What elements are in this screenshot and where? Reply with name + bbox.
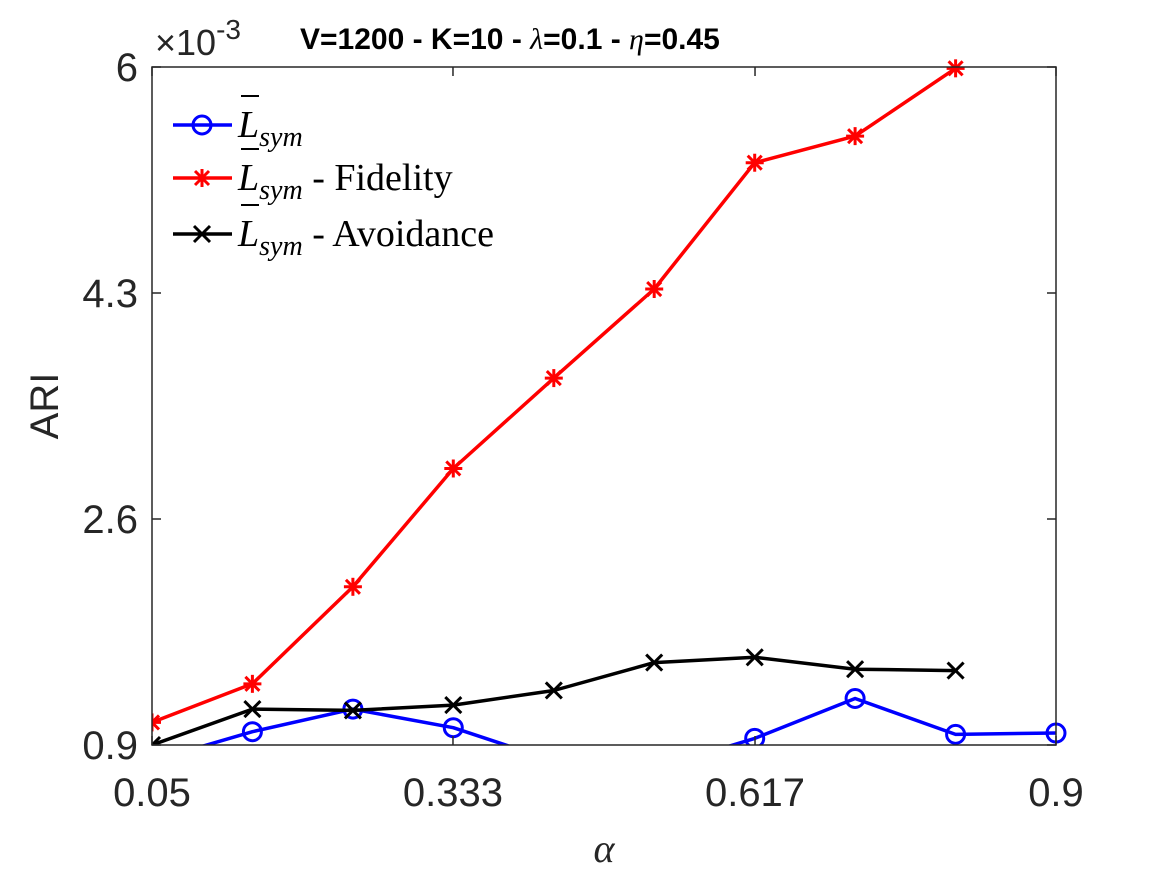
- series-0-point-7: [844, 687, 866, 709]
- y-exponent-times: ×10: [155, 22, 216, 63]
- series-1-point-5: [645, 280, 664, 299]
- series-1-point-7: [846, 127, 865, 146]
- series-2-point-2: [343, 701, 362, 720]
- series-1-point-1: [243, 674, 262, 693]
- series-1-point-4: [544, 369, 563, 388]
- legend-label-sub-2: sym: [259, 231, 303, 262]
- legend-label-sub-0: sym: [259, 122, 303, 153]
- series-0-point-8: [945, 723, 967, 745]
- series-0-line-0: [200, 696, 1057, 745]
- y-tick-label-3: 6: [116, 46, 138, 90]
- title-lambda-symbol: λ: [529, 23, 543, 56]
- legend-swatch-marker-2: [192, 224, 212, 244]
- legend-item-1: Lsym - Fidelity: [173, 148, 453, 206]
- y-tick-label-1: 2.6: [82, 498, 138, 542]
- series-1: [152, 59, 965, 732]
- series-1-point-6: [745, 153, 764, 172]
- series-2-point-7: [846, 660, 865, 679]
- y-exponent-power: -3: [216, 14, 241, 45]
- title-eta-symbol: η: [629, 23, 644, 56]
- series-2-point-1: [243, 700, 262, 719]
- legend-item-2: Lsym - Avoidance: [173, 204, 494, 262]
- x-tick-label-2: 0.617: [705, 771, 805, 815]
- title-prefix: V=1200 - K=10 -: [300, 23, 530, 56]
- legend-swatch-marker-0: [191, 114, 213, 136]
- y-axis-label: ARI: [23, 373, 67, 440]
- legend-swatch-marker-1: [193, 169, 211, 187]
- series-0-point-0: [143, 752, 161, 770]
- series-0-point-5: [645, 760, 663, 778]
- y-tick-label-0: 0.9: [82, 724, 138, 768]
- legend-label-sub-1: sym: [259, 175, 303, 206]
- series-1-point-2: [343, 577, 362, 596]
- chart-title: V=1200 - K=10 - λ=0.1 - η=0.45: [300, 23, 720, 56]
- series-2: [152, 648, 965, 745]
- axes-box: [151, 66, 1057, 746]
- legend-label-base-1: L: [237, 157, 259, 199]
- y-exponent-label: ×10-3: [155, 14, 241, 63]
- series-layer: [143, 59, 1067, 778]
- legend-label-base-0: L: [237, 104, 259, 146]
- x-tick-label-3: 0.9: [1028, 771, 1084, 815]
- series-1-point-0: [152, 713, 161, 732]
- legend-label-suffix-2: - Avoidance: [303, 213, 494, 255]
- series-2-point-5: [645, 653, 664, 672]
- series-2-point-3: [444, 696, 463, 715]
- plot-background: [152, 67, 1056, 745]
- series-2-point-8: [946, 661, 965, 680]
- tick-layer: 0.05 0.333 0.617 0.9 0.9 2.6 4.3 6: [82, 46, 1083, 815]
- y-tick-label-2: 4.3: [82, 272, 138, 316]
- title-lambda-value: =0.1 -: [543, 23, 629, 56]
- series-2-point-6: [745, 648, 764, 667]
- legend-label-1: Lsym - Fidelity: [237, 157, 453, 206]
- series-2-point-0: [152, 735, 162, 745]
- series-0-point-4: [545, 752, 563, 770]
- series-2-point-4: [544, 681, 563, 700]
- x-tick-label-0: 0.05: [113, 771, 191, 815]
- legend-item-0: Lsym: [173, 95, 303, 153]
- x-axis-label: α: [594, 826, 616, 871]
- legend-label-0: Lsym: [237, 104, 303, 153]
- title-eta-value: =0.45: [644, 23, 720, 56]
- legend-label-base-2: L: [237, 213, 259, 255]
- x-tick-label-1: 0.333: [403, 771, 503, 815]
- series-1-point-8: [946, 59, 965, 78]
- series-0-point-1: [241, 721, 263, 743]
- legend-label-2: Lsym - Avoidance: [237, 213, 494, 262]
- series-1-point-3: [444, 459, 463, 478]
- series-0-point-6: [744, 727, 766, 745]
- legend-label-suffix-1: - Fidelity: [303, 157, 453, 199]
